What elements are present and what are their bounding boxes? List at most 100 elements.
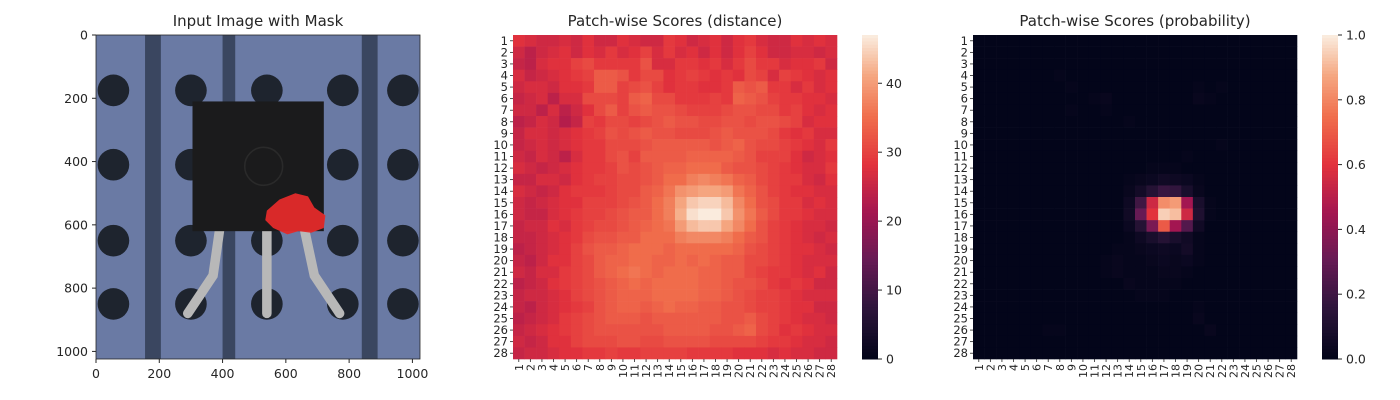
heatmap-cell — [996, 231, 1009, 244]
heatmap-cell — [605, 81, 618, 94]
heatmap-cell — [1007, 197, 1020, 209]
x-tick-label: 15 — [1135, 364, 1148, 378]
colorbar-segment — [1322, 297, 1338, 302]
heatmap-cell — [698, 335, 711, 348]
heatmap-cell — [1065, 278, 1078, 290]
heatmap-cell — [1158, 312, 1171, 325]
heatmap-cell — [744, 312, 757, 325]
heatmap-cell — [1285, 162, 1298, 175]
heatmap-cell — [628, 116, 641, 128]
colorbar-segment — [1322, 290, 1338, 295]
colorbar-segment — [1322, 64, 1338, 68]
heatmap-cell — [651, 92, 664, 105]
heatmap-cell — [825, 104, 838, 117]
heatmap-cell — [1042, 347, 1055, 360]
heatmap-cell — [628, 254, 641, 267]
heatmap-cell — [582, 289, 595, 302]
heatmap-cell — [1192, 116, 1205, 128]
x-tick-label: 2 — [984, 364, 997, 371]
heatmap-cell — [744, 81, 757, 94]
heatmap-cell — [790, 254, 803, 267]
heatmap-cell — [1239, 139, 1252, 152]
heatmap-cell — [1285, 116, 1298, 128]
heatmap-cell — [651, 150, 664, 163]
heatmap-cell — [973, 139, 985, 152]
heatmap-cell — [675, 127, 687, 140]
heatmap-cell — [1158, 301, 1171, 314]
colorbar-segment — [862, 57, 878, 62]
heatmap-cell — [1158, 220, 1171, 233]
heatmap-cell — [617, 312, 630, 325]
heatmap-cell — [825, 58, 838, 71]
heatmap-cell — [1077, 104, 1090, 117]
colorbar-segment — [862, 258, 878, 263]
colorbar-segment — [862, 73, 878, 78]
heatmap-cell — [1181, 197, 1194, 209]
heatmap-cell — [1042, 208, 1055, 221]
heatmap-cell — [1146, 289, 1159, 302]
heatmap-cell — [1169, 254, 1182, 267]
heatmap-cell — [1123, 35, 1136, 47]
heatmap-cell — [1030, 127, 1043, 140]
heatmap-cell — [1019, 104, 1032, 117]
heatmap-cell — [984, 231, 997, 244]
board-hole — [387, 288, 419, 320]
y-tick-label: 0 — [80, 28, 88, 43]
heatmap-cell — [536, 324, 549, 337]
heatmap-cell — [721, 220, 734, 233]
colorbar-segment — [862, 138, 878, 143]
heatmap-cell — [1100, 197, 1113, 209]
heatmap-cell — [698, 162, 711, 175]
heatmap-cell — [536, 127, 549, 140]
heatmap-cell — [1123, 289, 1136, 302]
heatmap-cell — [1111, 116, 1124, 128]
heatmap-cell — [744, 58, 757, 71]
heatmap-cell — [663, 197, 676, 209]
colorbar-segment — [862, 342, 878, 347]
heatmap-cell — [1158, 324, 1171, 337]
heatmap-cell — [1227, 46, 1240, 59]
heatmap-cell — [1054, 324, 1066, 337]
colorbar-segment — [862, 190, 878, 195]
heatmap-cell — [594, 278, 606, 290]
heatmap-cell — [1007, 81, 1020, 94]
heatmap-cell — [686, 266, 699, 279]
heatmap-cell — [1158, 278, 1171, 290]
heatmap-cell — [1088, 58, 1101, 71]
x-tick-label: 20 — [1193, 364, 1206, 378]
heatmap-cell — [1123, 220, 1136, 233]
heatmap-cell — [1054, 243, 1066, 256]
heatmap-cell — [802, 173, 815, 186]
heatmap-cell — [709, 185, 722, 198]
heatmap-cell — [1262, 139, 1275, 152]
heatmap-cell — [1100, 220, 1113, 233]
heatmap-cell — [1216, 197, 1228, 209]
heatmap-cell — [675, 116, 687, 128]
x-tick-label: 1000 — [397, 366, 429, 381]
heatmap-cell — [1216, 162, 1228, 175]
heatmap-cell — [1285, 266, 1298, 279]
heatmap-cell — [802, 220, 815, 233]
heatmap-cell — [663, 254, 676, 267]
heatmap-cell — [1100, 139, 1113, 152]
heatmap-cell — [594, 116, 606, 128]
heatmap-cell — [813, 127, 826, 140]
heatmap-cell — [1135, 347, 1147, 360]
heatmap-cell — [594, 254, 606, 267]
heatmap-cell — [570, 58, 583, 71]
heatmap-cell — [628, 173, 641, 186]
heatmap-cell — [547, 243, 560, 256]
heatmap-cell — [698, 289, 711, 302]
heatmap-cell — [651, 173, 664, 186]
heatmap-cell — [651, 266, 664, 279]
heatmap-cell — [744, 278, 757, 290]
heatmap-cell — [640, 185, 653, 198]
heatmap-cell — [813, 150, 826, 163]
y-tick-label: 15 — [953, 196, 968, 210]
heatmap-cell — [570, 231, 583, 244]
heatmap-cell — [582, 208, 595, 221]
heatmap-cell — [1262, 335, 1275, 348]
heatmap-cell — [1111, 46, 1124, 59]
heatmap-cell — [1158, 254, 1171, 267]
colorbar-segment — [1322, 278, 1338, 282]
